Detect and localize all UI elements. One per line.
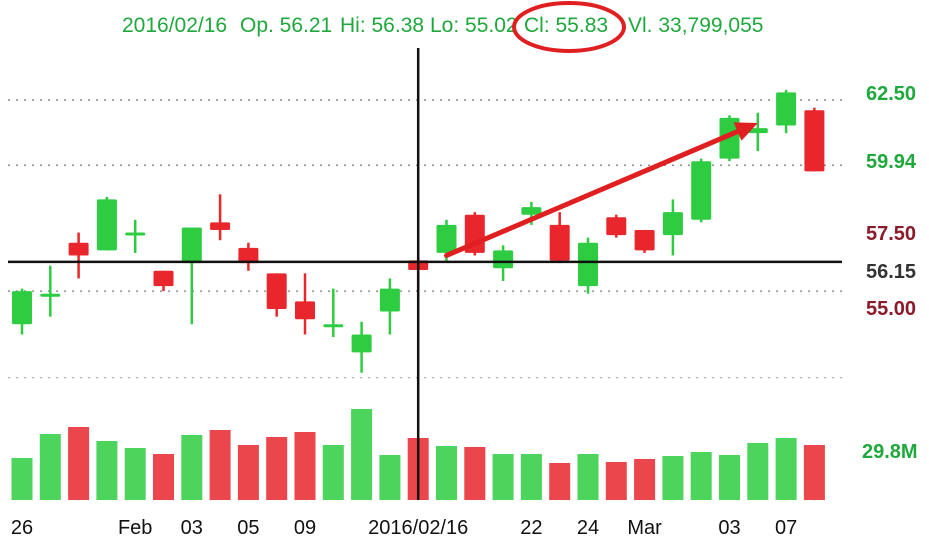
date-label: 05 bbox=[237, 517, 259, 539]
candle-body bbox=[578, 242, 598, 287]
candle-body bbox=[719, 117, 740, 159]
candle-body bbox=[12, 291, 32, 325]
trend-arrow bbox=[444, 122, 758, 258]
header-high: Hi: 56.38 bbox=[340, 14, 424, 37]
volume-bar bbox=[209, 430, 231, 500]
price-labels: 62.50 59.94 57.50 56.15 55.00 bbox=[866, 83, 917, 320]
candle-body bbox=[493, 250, 514, 269]
volume-bar bbox=[492, 454, 514, 500]
volume-bar bbox=[379, 455, 401, 500]
volume-scale-label: 29.8M bbox=[862, 441, 918, 463]
candle-body bbox=[266, 273, 287, 309]
volume-bar bbox=[39, 434, 61, 500]
candle-body bbox=[606, 217, 627, 236]
candle-body bbox=[776, 92, 797, 126]
date-label: Mar bbox=[627, 517, 662, 539]
candle-body bbox=[804, 110, 825, 172]
date-label: 2016/02/16 bbox=[368, 517, 468, 539]
date-label: 26 bbox=[11, 517, 33, 539]
candle-body bbox=[153, 270, 174, 287]
candle-body bbox=[181, 227, 202, 264]
grid-lines bbox=[8, 99, 842, 379]
volume-bar bbox=[266, 437, 288, 500]
volume-bar bbox=[520, 454, 542, 500]
volume-bar bbox=[775, 438, 797, 500]
volume-bar bbox=[464, 447, 486, 500]
volume-bar bbox=[96, 441, 118, 500]
candle-body bbox=[40, 293, 61, 297]
candle-body bbox=[521, 207, 542, 215]
volume-bar bbox=[662, 456, 684, 500]
volume-bar bbox=[436, 446, 457, 500]
date-label: 03 bbox=[718, 517, 740, 539]
candle-body bbox=[238, 247, 259, 264]
price-label: 62.50 bbox=[866, 83, 916, 105]
price-label: 59.94 bbox=[866, 151, 917, 173]
header-low: Lo: 55.02 bbox=[430, 14, 518, 37]
date-labels: 26 Feb 03 05 09 2016/02/16 22 24 Mar 03 07 bbox=[11, 517, 797, 539]
price-label: 56.15 bbox=[866, 261, 916, 283]
candle-body bbox=[747, 128, 768, 134]
candle-body bbox=[295, 301, 315, 320]
header-volume: Vl. 33,799,055 bbox=[628, 14, 763, 37]
volume-bar bbox=[294, 432, 316, 500]
date-label: Feb bbox=[118, 517, 152, 539]
candles bbox=[12, 89, 825, 373]
volume-bar bbox=[11, 458, 33, 500]
date-label: 03 bbox=[181, 517, 203, 539]
trend-arrow-shaft bbox=[444, 129, 741, 258]
date-label: 22 bbox=[520, 517, 542, 539]
candle-body bbox=[323, 324, 344, 328]
volume-bar bbox=[68, 427, 90, 500]
candle-body bbox=[351, 334, 372, 353]
candle-body bbox=[210, 222, 231, 230]
price-label: 55.00 bbox=[866, 298, 916, 320]
volume-bar bbox=[181, 435, 203, 500]
volume-bar bbox=[803, 445, 825, 500]
date-label: 24 bbox=[577, 517, 599, 539]
volume-bars bbox=[11, 409, 825, 500]
price-label: 57.50 bbox=[866, 223, 916, 245]
header-close: Cl: 55.83 bbox=[524, 14, 608, 37]
volume-bar bbox=[351, 409, 373, 500]
volume-bar bbox=[237, 445, 259, 500]
volume-bar bbox=[153, 454, 174, 500]
candle-body bbox=[691, 161, 712, 220]
volume-bar bbox=[549, 463, 571, 500]
candle-body bbox=[379, 288, 400, 312]
volume-bar bbox=[747, 443, 769, 500]
candle-body bbox=[125, 232, 146, 236]
close-highlight-circle bbox=[512, 1, 626, 53]
volume-bar bbox=[719, 455, 740, 500]
candle-body bbox=[68, 242, 89, 256]
candle-body bbox=[549, 224, 570, 261]
volume-bar bbox=[124, 448, 146, 500]
candle-body bbox=[96, 199, 117, 251]
volume-bar bbox=[690, 452, 712, 500]
date-label: 07 bbox=[775, 517, 797, 539]
volume-bar bbox=[605, 462, 627, 500]
date-label: 09 bbox=[294, 517, 316, 539]
candle-body bbox=[436, 224, 457, 253]
header-open: Op. 56.21 bbox=[240, 14, 332, 37]
volume-bar bbox=[322, 445, 344, 500]
volume-bar bbox=[577, 454, 599, 500]
candle-body bbox=[662, 212, 683, 236]
volume-bar bbox=[634, 459, 656, 500]
candle-body bbox=[634, 230, 655, 251]
crosshair bbox=[8, 48, 842, 500]
header-date: 2016/02/16 bbox=[122, 14, 227, 37]
trend-arrow-head bbox=[733, 122, 758, 141]
